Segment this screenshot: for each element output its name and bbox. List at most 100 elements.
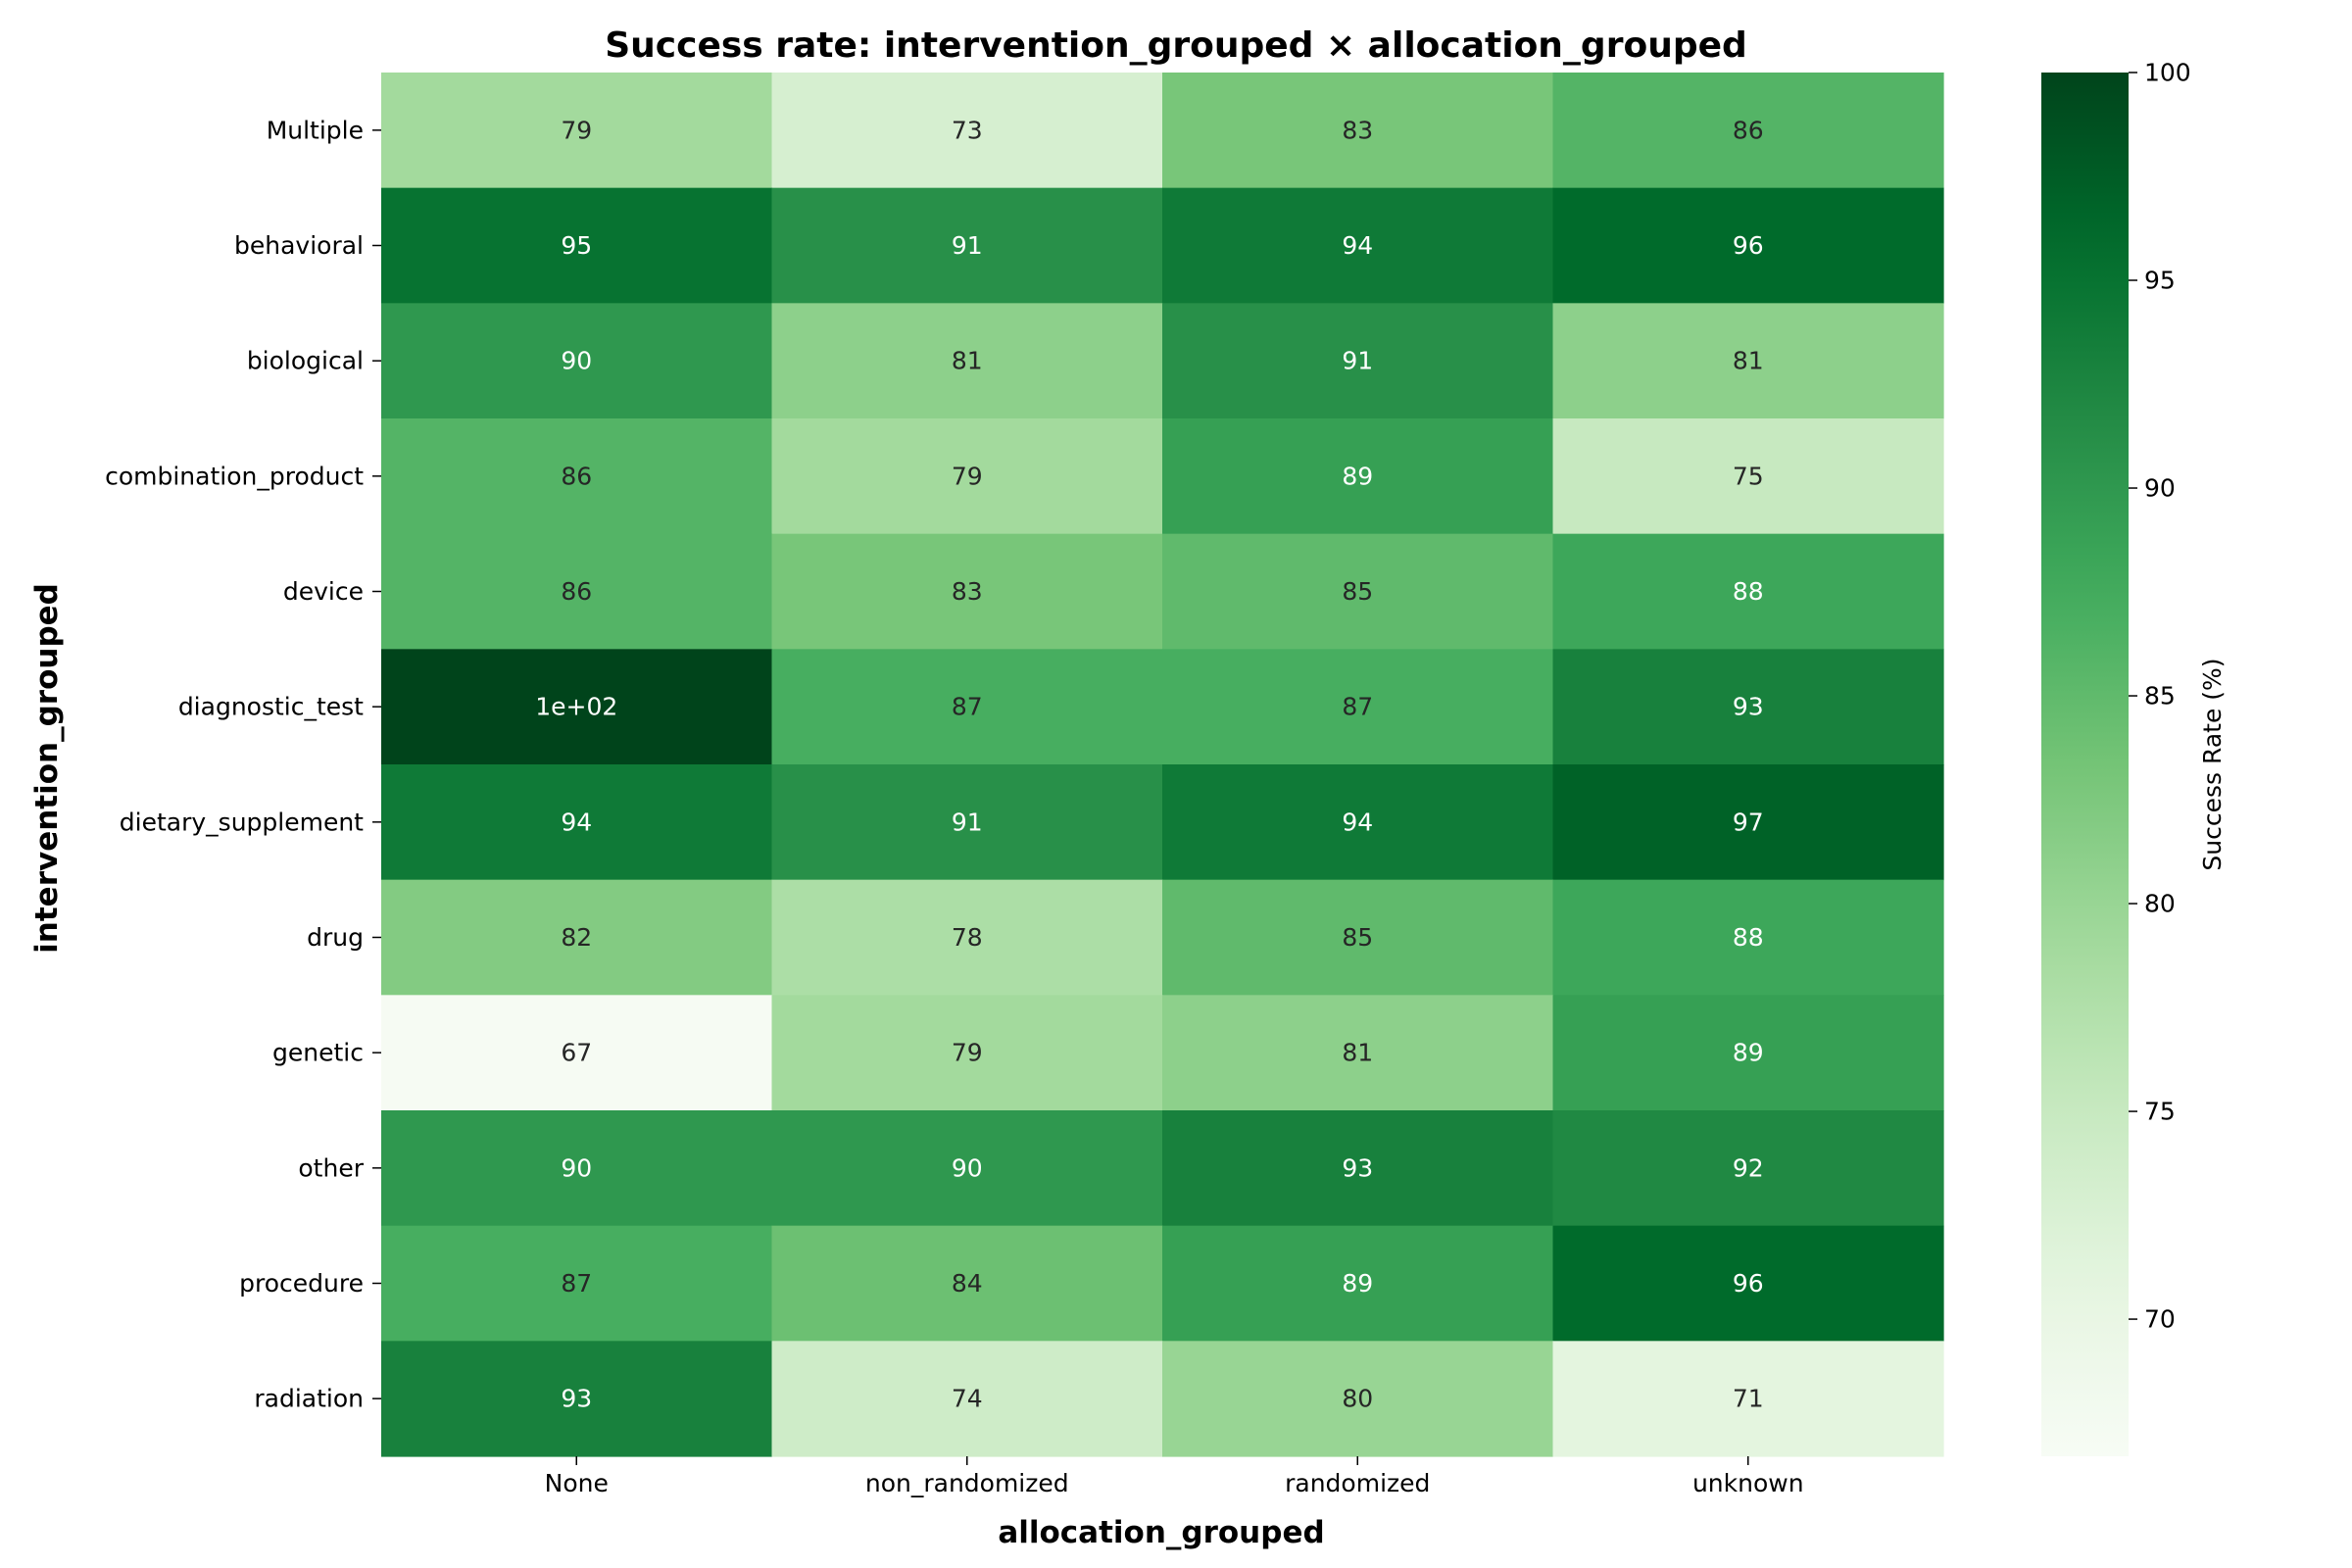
cell-value-label: 79	[952, 1039, 983, 1067]
y-tick-label: combination_product	[105, 462, 364, 490]
heatmap-cell	[381, 1110, 773, 1227]
heatmap-cell	[1162, 533, 1554, 650]
heatmap-cell	[1162, 649, 1554, 765]
heatmap-cell	[381, 649, 773, 765]
cell-value-label: 78	[952, 923, 983, 952]
heatmap-cell	[381, 533, 773, 650]
heatmap-cell	[1162, 1225, 1554, 1342]
cell-value-label: 89	[1342, 1269, 1373, 1298]
y-axis-ticks: Multiple behavioral biological combination_…	[105, 116, 381, 1413]
heatmap-cell	[771, 1225, 1163, 1342]
heatmap-cell	[381, 1341, 773, 1457]
heatmap-cell	[381, 73, 773, 189]
y-tick-label: biological	[247, 347, 364, 375]
x-tick-label: non_randomized	[865, 1469, 1069, 1497]
cell-value-label: 95	[561, 231, 592, 260]
cell-value-label: 84	[952, 1269, 983, 1298]
heatmap-cell	[381, 418, 773, 535]
cell-value-label: 91	[952, 231, 983, 260]
y-tick-label: drug	[307, 923, 364, 952]
cell-value-label: 86	[1733, 116, 1764, 144]
cell-value-label: 94	[1342, 231, 1373, 260]
cell-value-label: 87	[952, 693, 983, 721]
colorbar-tick-label: 100	[2144, 59, 2191, 87]
colorbar-tick-label: 90	[2144, 474, 2176, 503]
heatmap-cell	[1162, 879, 1554, 996]
y-tick-label: behavioral	[234, 231, 364, 260]
cell-value-label: 94	[1342, 808, 1373, 836]
cell-value-label: 91	[1342, 347, 1373, 375]
heatmap-cell	[1552, 649, 1944, 765]
x-axis-label: allocation_grouped	[998, 1515, 1324, 1550]
cell-value-label: 87	[561, 1269, 592, 1298]
heatmap-cell	[381, 303, 773, 419]
heatmap-cell	[381, 764, 773, 881]
cell-value-label: 86	[561, 462, 592, 490]
heatmap-cell	[1162, 303, 1554, 419]
heatmap-cells	[381, 73, 1944, 1457]
cell-value-label: 90	[952, 1153, 983, 1182]
heatmap-cell	[771, 995, 1163, 1111]
cell-value-label: 67	[561, 1039, 592, 1067]
cell-value-label: 74	[952, 1385, 983, 1413]
heatmap-cell	[1162, 1341, 1554, 1457]
heatmap-cell	[771, 187, 1163, 304]
heatmap-cell	[1162, 73, 1554, 189]
heatmap-cell	[771, 418, 1163, 535]
cell-value-label: 89	[1342, 462, 1373, 490]
heatmap-cell	[771, 879, 1163, 996]
heatmap-cell	[1552, 1341, 1944, 1457]
cell-value-label: 90	[561, 1153, 592, 1182]
heatmap-cell	[1162, 418, 1554, 535]
colorbar: 70 75 80 85 90 95 100 Success Rate (%)	[2041, 59, 2227, 1456]
colorbar-tick-label: 95	[2144, 267, 2176, 295]
y-tick-label: dietary_supplement	[120, 808, 364, 836]
cell-value-label: 96	[1733, 1269, 1764, 1298]
heatmap-cell	[1162, 995, 1554, 1111]
heatmap-cell	[381, 995, 773, 1111]
heatmap-cell	[381, 187, 773, 304]
cell-value-label: 83	[952, 577, 983, 606]
cell-value-label: 79	[561, 116, 592, 144]
cell-value-label: 79	[952, 462, 983, 490]
heatmap-cell	[771, 649, 1163, 765]
cell-value-label: 82	[561, 923, 592, 952]
heatmap-cell	[1552, 764, 1944, 881]
cell-value-label: 1e+02	[535, 693, 617, 721]
cell-value-label: 81	[1733, 347, 1764, 375]
colorbar-gradient	[2041, 73, 2129, 1456]
cell-value-label: 88	[1733, 577, 1764, 606]
heatmap-cell	[771, 73, 1163, 189]
y-tick-label: diagnostic_test	[178, 693, 364, 721]
x-tick-label: unknown	[1692, 1469, 1804, 1497]
x-tick-label: None	[545, 1469, 609, 1497]
cell-value-label: 71	[1733, 1385, 1764, 1413]
colorbar-ticks: 70 75 80 85 90 95 100	[2129, 59, 2191, 1334]
x-axis-ticks: None non_randomized randomized unknown	[545, 1456, 1804, 1497]
cell-value-label: 73	[952, 116, 983, 144]
y-tick-label: Multiple	[267, 116, 364, 144]
heatmap-cell	[1552, 1110, 1944, 1227]
heatmap-cell	[1552, 1225, 1944, 1342]
heatmap-cell	[1552, 303, 1944, 419]
colorbar-tick-label: 70	[2144, 1305, 2176, 1334]
cell-value-label: 86	[561, 577, 592, 606]
y-tick-label: device	[283, 577, 364, 606]
heatmap-cell-labels: 79 73 83 86 95 91 94 96 90 81 91 81 86 79 89 75 86 83 85 88…	[535, 116, 1763, 1412]
cell-value-label: 85	[1342, 577, 1373, 606]
heatmap-cell	[1552, 995, 1944, 1111]
cell-value-label: 90	[561, 347, 592, 375]
cell-value-label: 93	[561, 1385, 592, 1413]
cell-value-label: 80	[1342, 1385, 1373, 1413]
cell-value-label: 89	[1733, 1039, 1764, 1067]
cell-value-label: 81	[1342, 1039, 1373, 1067]
heatmap-cell	[1552, 187, 1944, 304]
heatmap-cell	[1162, 764, 1554, 881]
heatmap-cell	[771, 764, 1163, 881]
heatmap-cell	[771, 1110, 1163, 1227]
y-axis-label: intervention_grouped	[29, 583, 65, 954]
colorbar-tick-label: 75	[2144, 1098, 2176, 1126]
cell-value-label: 81	[952, 347, 983, 375]
y-tick-label: radiation	[254, 1385, 364, 1413]
